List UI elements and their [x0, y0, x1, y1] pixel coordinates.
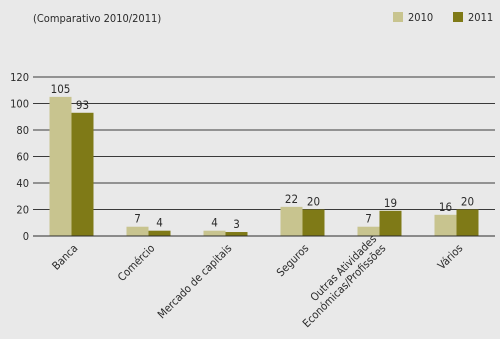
data-label: 20	[461, 195, 474, 209]
bar-2010	[280, 206, 303, 236]
x-tick-label-line: Mercado de capitais	[155, 242, 234, 321]
y-tick-label: 20	[16, 204, 29, 217]
y-tick-label: 80	[16, 124, 29, 137]
legend-swatch-2010	[393, 12, 403, 22]
y-tick-label: 40	[16, 177, 29, 190]
x-tick-label: Seguros	[274, 242, 311, 279]
y-tick-label: 100	[10, 98, 29, 111]
y-axis: 0 20 40 60 80 100 120	[10, 71, 29, 243]
bar-2011	[379, 210, 402, 236]
x-tick-label-line: Banca	[50, 242, 81, 273]
bar-2011	[71, 112, 94, 236]
legend-label: 2011	[468, 11, 493, 24]
data-label: 7	[365, 212, 372, 226]
legend: 2010 2011	[393, 11, 493, 24]
x-tick-label-line: Comércio	[115, 242, 157, 284]
x-tick-label-line: Vários	[435, 242, 465, 272]
data-label: 4	[156, 216, 163, 230]
x-tick-label: Vários	[435, 242, 465, 272]
data-label: 20	[307, 195, 320, 209]
data-label: 105	[51, 82, 71, 96]
gridlines	[33, 76, 495, 237]
x-tick-label: Comércio	[115, 242, 157, 284]
bar-2011	[302, 209, 325, 236]
data-label: 19	[384, 196, 397, 210]
bar-2010	[49, 96, 72, 236]
bar-2010	[126, 226, 149, 236]
bar-2010	[357, 226, 380, 236]
x-tick-label: Banca	[50, 242, 81, 273]
x-tick-label-line: Económicas/Profissões	[300, 242, 388, 330]
bar-2011	[148, 230, 171, 236]
data-label: 4	[211, 216, 218, 230]
value-labels: 105 93 7 4 4 3 22 20 7 19 16 20	[51, 82, 474, 231]
data-label: 22	[285, 192, 298, 206]
bar-2010	[434, 214, 457, 236]
chart-subtitle: (Comparativo 2010/2011)	[33, 12, 161, 25]
bar-2011	[225, 232, 248, 236]
x-tick-label: Mercado de capitais	[155, 242, 234, 321]
bar-2010	[203, 230, 226, 236]
x-tick-label-line: Seguros	[274, 242, 311, 279]
y-tick-label: 0	[23, 230, 29, 243]
legend-swatch-2011	[453, 12, 463, 22]
data-label: 3	[233, 217, 240, 231]
data-label: 7	[134, 212, 141, 226]
y-tick-label: 120	[10, 71, 29, 84]
data-label: 93	[76, 98, 89, 112]
bar-2011	[456, 209, 479, 236]
data-label: 16	[439, 200, 452, 214]
bars	[49, 96, 479, 236]
legend-label: 2010	[408, 11, 433, 24]
y-tick-label: 60	[16, 151, 29, 164]
